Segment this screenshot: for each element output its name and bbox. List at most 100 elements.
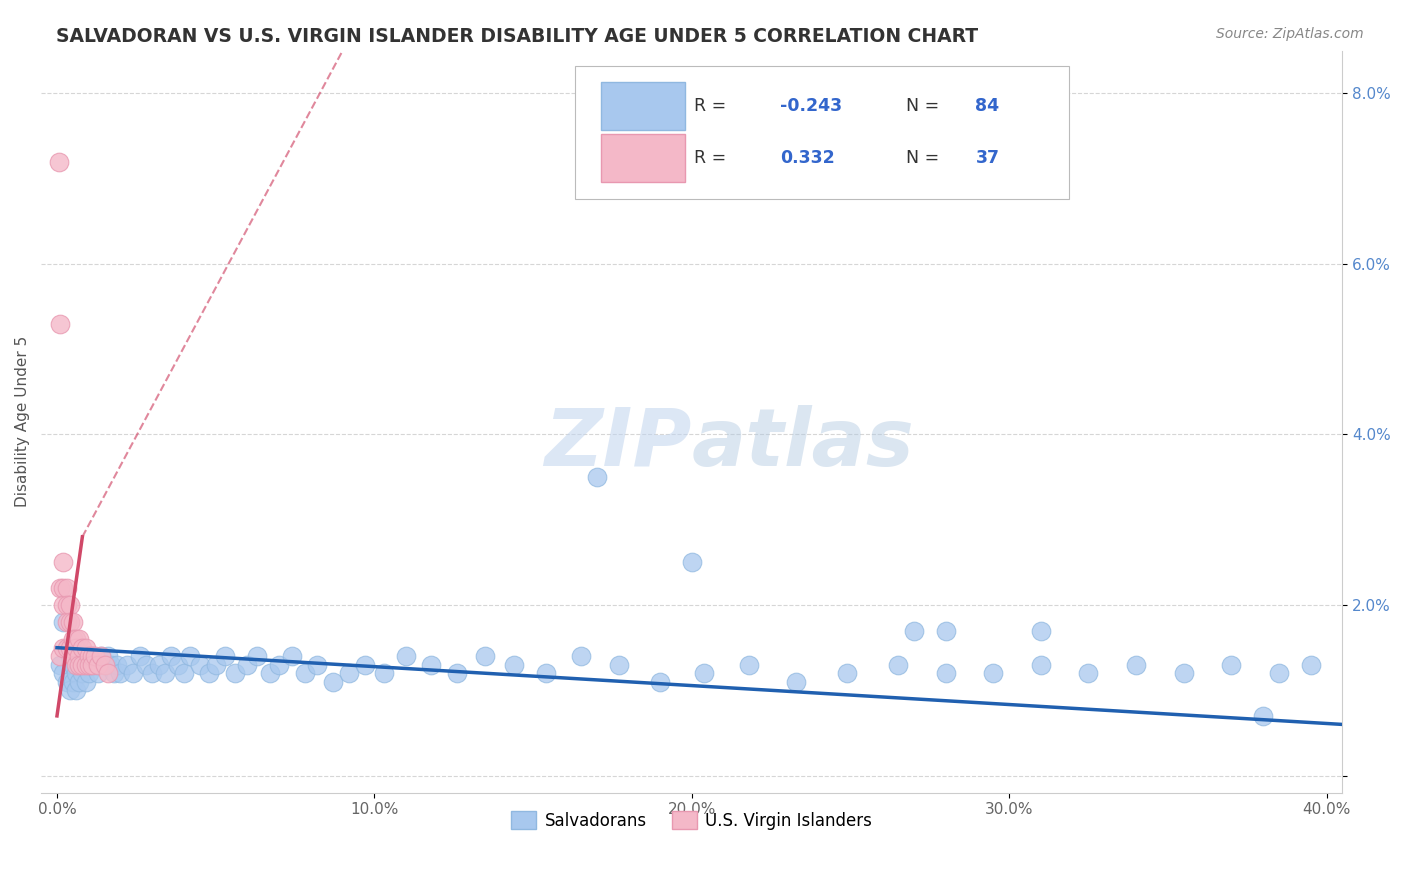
Point <box>55 640 77 655</box>
Point <box>65 640 87 655</box>
Point <box>80 657 103 672</box>
Point <box>97 666 120 681</box>
Point <box>738 657 761 672</box>
Text: 0.332: 0.332 <box>780 149 835 168</box>
Point <box>648 674 671 689</box>
Point <box>62 632 84 647</box>
Point <box>84 657 107 672</box>
Text: SALVADORAN VS U.S. VIRGIN ISLANDER DISABILITY AGE UNDER 5 CORRELATION CHART: SALVADORAN VS U.S. VIRGIN ISLANDER DISAB… <box>56 27 979 45</box>
Text: Source: ZipAtlas.com: Source: ZipAtlas.com <box>1216 27 1364 41</box>
Text: -0.243: -0.243 <box>780 97 842 115</box>
Point <box>49 317 72 331</box>
Text: R =: R = <box>695 97 733 115</box>
Point <box>59 598 82 612</box>
Text: N =: N = <box>907 97 945 115</box>
Point <box>103 666 125 681</box>
Point <box>84 649 107 664</box>
Point <box>160 649 183 664</box>
Point <box>77 657 100 672</box>
Text: ZIP: ZIP <box>544 405 692 483</box>
Point <box>198 666 221 681</box>
Point <box>52 598 75 612</box>
Point <box>49 657 72 672</box>
Point <box>67 674 90 689</box>
Point <box>93 657 115 672</box>
Point <box>62 615 84 629</box>
Point <box>294 666 316 681</box>
Point <box>446 666 468 681</box>
Point <box>153 666 176 681</box>
Point <box>534 666 557 681</box>
Point <box>322 674 344 689</box>
Point <box>75 640 97 655</box>
Point <box>72 657 94 672</box>
Point <box>785 674 807 689</box>
Point <box>48 154 70 169</box>
Point <box>420 657 443 672</box>
Point <box>52 640 75 655</box>
Point <box>503 657 526 672</box>
Point <box>179 649 201 664</box>
Point <box>65 683 87 698</box>
Point <box>166 657 188 672</box>
Point <box>1220 657 1243 672</box>
Point <box>395 649 418 664</box>
Point <box>887 657 910 672</box>
Text: 37: 37 <box>976 149 1000 168</box>
Point <box>87 657 110 672</box>
Point <box>87 666 110 681</box>
Point <box>65 657 87 672</box>
Point <box>105 657 128 672</box>
Point <box>569 649 592 664</box>
FancyBboxPatch shape <box>600 134 685 182</box>
Point <box>474 649 496 664</box>
Point <box>52 581 75 595</box>
Point <box>236 657 259 672</box>
Point <box>52 555 75 569</box>
Point <box>80 649 103 664</box>
Point <box>281 649 304 664</box>
FancyBboxPatch shape <box>600 82 685 130</box>
Point <box>259 666 281 681</box>
Point <box>75 657 97 672</box>
Point <box>1251 709 1274 723</box>
Point <box>65 632 87 647</box>
Point <box>115 657 138 672</box>
Point <box>97 649 120 664</box>
Point <box>935 666 957 681</box>
Point <box>1029 657 1052 672</box>
Point <box>1077 666 1099 681</box>
Point <box>67 649 90 664</box>
Point <box>1173 666 1195 681</box>
Point <box>52 666 75 681</box>
Point <box>72 666 94 681</box>
Point <box>903 624 925 638</box>
Point <box>100 657 122 672</box>
FancyBboxPatch shape <box>575 65 1069 199</box>
Point <box>77 649 100 664</box>
Point <box>1268 666 1291 681</box>
Point <box>337 666 360 681</box>
Text: atlas: atlas <box>692 405 914 483</box>
Point <box>122 666 145 681</box>
Point <box>214 649 236 664</box>
Point <box>224 666 246 681</box>
Point <box>90 649 112 664</box>
Point <box>77 657 100 672</box>
Point <box>981 666 1004 681</box>
Point <box>49 649 72 664</box>
Point <box>90 649 112 664</box>
Point <box>141 666 163 681</box>
Point <box>49 581 72 595</box>
Point <box>373 666 395 681</box>
Point <box>75 674 97 689</box>
Point <box>59 649 82 664</box>
Point <box>65 666 87 681</box>
Point <box>307 657 329 672</box>
Point <box>55 598 77 612</box>
Point <box>67 632 90 647</box>
Point <box>62 657 84 672</box>
Point <box>128 649 150 664</box>
Point <box>59 683 82 698</box>
Text: N =: N = <box>907 149 945 168</box>
